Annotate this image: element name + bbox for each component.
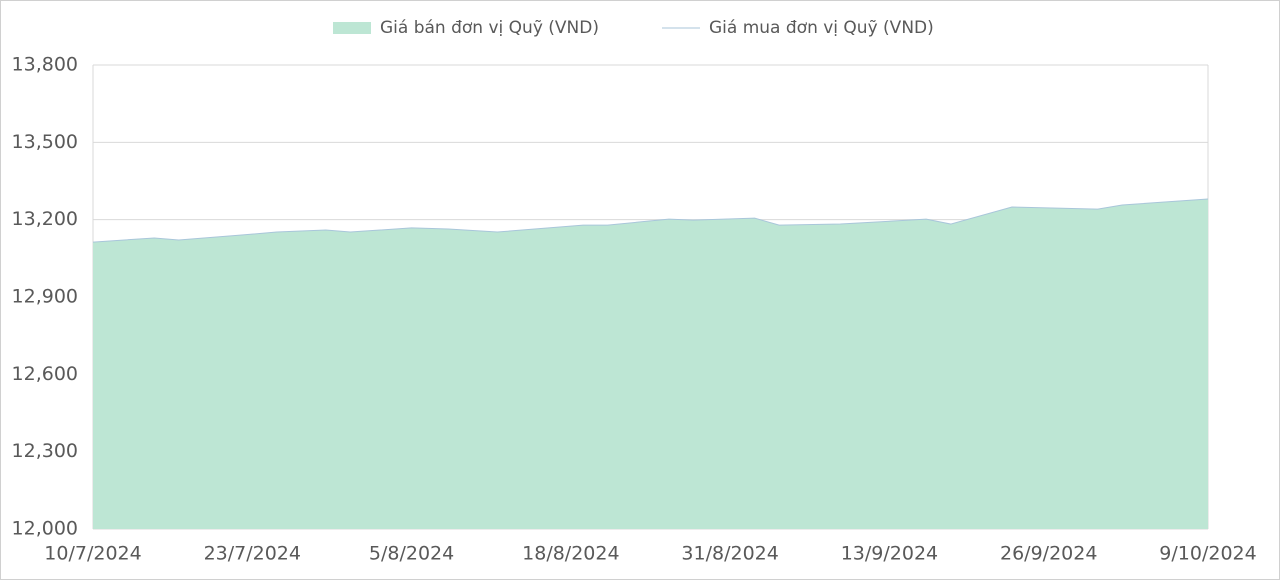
x-tick-label: 23/7/2024 (204, 543, 301, 565)
x-tick-label: 10/7/2024 (44, 543, 141, 565)
x-tick-label: 5/8/2024 (369, 543, 454, 565)
x-tick-label: 13/9/2024 (841, 543, 938, 565)
x-tick-label: 18/8/2024 (522, 543, 619, 565)
legend-label: Giá mua đơn vị Quỹ (VND) (709, 18, 934, 38)
y-tick-label: 12,000 (12, 518, 78, 540)
y-tick-label: 13,500 (12, 131, 78, 153)
legend-swatch (333, 22, 371, 34)
y-tick-label: 12,300 (12, 440, 78, 462)
y-tick-label: 12,900 (12, 286, 78, 308)
y-tick-label: 12,600 (12, 363, 78, 385)
x-tick-label: 26/9/2024 (1000, 543, 1097, 565)
y-tick-label: 13,800 (12, 54, 78, 76)
line (92, 198, 1209, 243)
x-tick-label: 31/8/2024 (681, 543, 778, 565)
x-tick-label: 9/10/2024 (1159, 543, 1256, 565)
legend-label: Giá bán đơn vị Quỹ (VND) (380, 18, 599, 38)
area (93, 199, 1208, 530)
y-tick-label: 13,200 (12, 208, 78, 230)
